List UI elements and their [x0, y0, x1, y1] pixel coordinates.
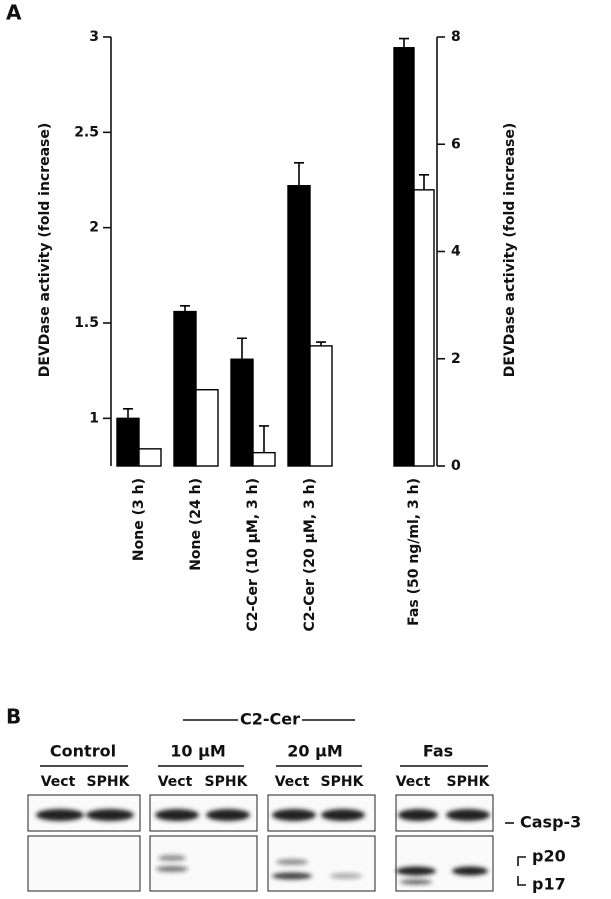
error-bar [316, 341, 326, 346]
lane-label: SPHK [321, 774, 365, 790]
error-bar [123, 408, 133, 419]
lane-label: Vect [41, 774, 76, 790]
error-bar [294, 162, 304, 186]
y-tick-label: 2 [89, 220, 99, 236]
bar [116, 417, 140, 467]
y-tick-label: 8 [451, 29, 461, 45]
band-marker [517, 876, 526, 886]
x-tick-label: C2-Cer (10 µM, 3 h) [245, 478, 261, 632]
bar [230, 358, 254, 467]
lane-label: SPHK [87, 774, 131, 790]
x-tick-label: None (24 h) [188, 478, 204, 571]
group-label: 20 µM [287, 742, 343, 761]
treatment-label: C2-Cer [240, 710, 300, 729]
y-tick-label: 3 [89, 29, 99, 45]
y-tick-label: 2.5 [74, 124, 99, 140]
x-tick-label: Fas (50 ng/ml, 3 h) [406, 478, 422, 626]
panel-label: B [6, 705, 21, 729]
bar [252, 451, 276, 467]
blot: C2-Cer Control 10 µM 20 µM Fas Vect SPHK Vect S… [27, 710, 581, 894]
error-bar [180, 305, 190, 312]
error-bar [237, 337, 247, 360]
bar [195, 389, 219, 467]
lane-label: Vect [275, 774, 310, 790]
lane-label: Vect [158, 774, 193, 790]
x-tick-label: None (3 h) [131, 478, 147, 561]
bar [413, 189, 435, 467]
x-tick-label: C2-Cer (20 µM, 3 h) [302, 478, 318, 632]
band-label: Casp-3 [520, 813, 581, 832]
group-label: 10 µM [170, 742, 226, 761]
lane-label: Vect [396, 774, 431, 790]
band-label: p17 [532, 875, 566, 894]
band-label: p20 [532, 847, 566, 866]
y-axis-label: DEVDase activity (fold increase) [37, 123, 53, 378]
band-marker [517, 856, 526, 866]
group-label: Fas [423, 742, 453, 761]
y-tick-label: 2 [451, 351, 461, 367]
error-bar [399, 37, 409, 48]
error-bar [259, 425, 269, 453]
blot-boxes [27, 794, 494, 892]
bar [138, 448, 162, 467]
bar [309, 345, 333, 467]
panel-label: A [6, 1, 22, 25]
y-tick-label: 6 [451, 136, 461, 152]
bands [36, 809, 490, 885]
error-bar [419, 174, 429, 190]
y-tick-label: 1 [89, 410, 99, 426]
y-tick-label: 4 [451, 244, 461, 260]
y-tick-label: 0 [451, 458, 461, 474]
bar [173, 310, 197, 467]
bar [393, 47, 415, 467]
y-axis-label: DEVDase activity (fold increase) [502, 123, 518, 378]
group-label: Control [50, 742, 116, 761]
lane-label: SPHK [447, 774, 491, 790]
lane-label: SPHK [205, 774, 249, 790]
bar [287, 185, 311, 467]
y-tick-label: 1.5 [74, 315, 99, 331]
